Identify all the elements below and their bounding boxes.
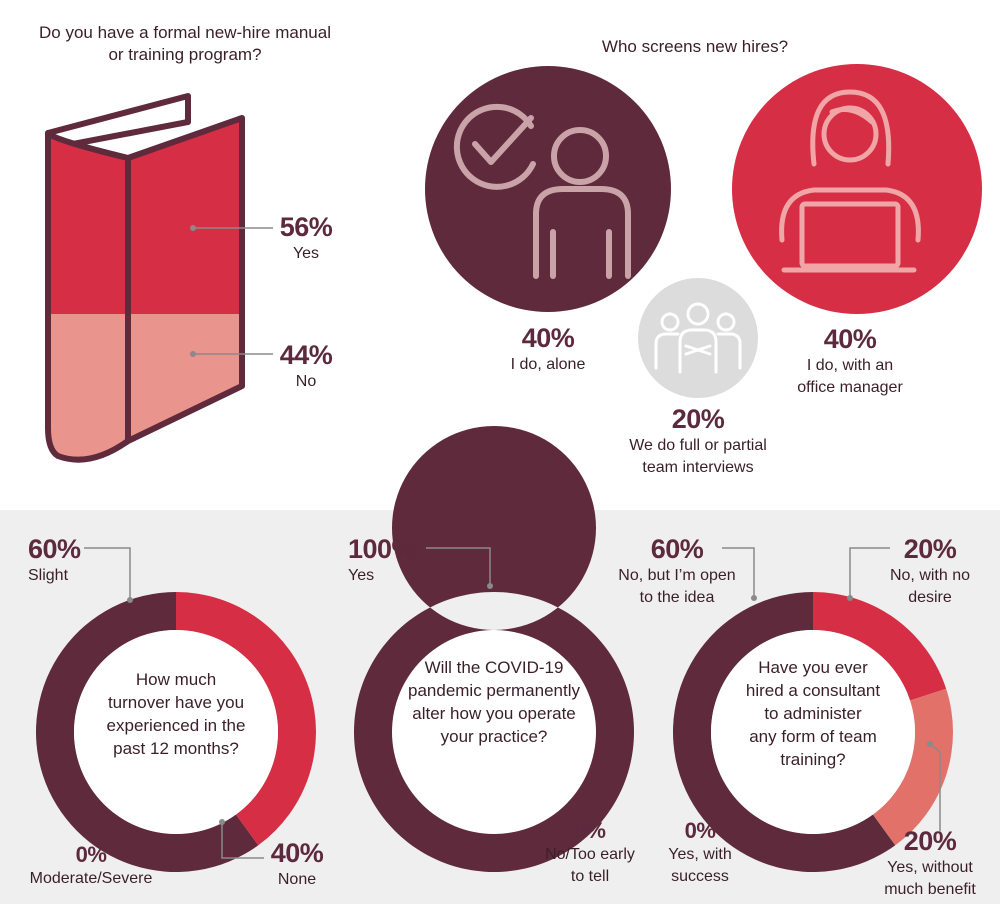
consultant-leaders <box>722 547 941 832</box>
consultant-nobenefit-label: 20% Yes, without much benefit <box>884 826 976 898</box>
donut-hole <box>392 630 596 834</box>
covid-question: Will the COVID-19 pandemic permanently a… <box>408 658 580 746</box>
manual-question: Do you have a formal new-hire manual or … <box>39 23 331 64</box>
screens-question: Who screens new hires? <box>601 37 789 56</box>
consultant-question: Have you ever hired a consultant to admi… <box>745 658 881 769</box>
book-spine-no <box>48 314 128 460</box>
book-spine-yes <box>48 133 128 314</box>
manager-circle <box>732 64 982 314</box>
woman-laptop-icon <box>779 89 921 273</box>
book-cover-yes <box>128 118 242 314</box>
consultant-nodesire-label: 20% No, with no desire <box>889 534 971 606</box>
donut-hole <box>74 630 278 834</box>
checkmark-person-icon <box>453 103 631 279</box>
consultant-donut <box>673 592 953 872</box>
turnover-donut <box>35 592 316 872</box>
book-illustration <box>45 93 273 463</box>
team-circle <box>638 278 758 398</box>
covid-yes-label: 100% Yes <box>348 534 416 584</box>
screens-manager: 40% I do, with an office manager <box>797 324 903 396</box>
turnover-none-label: 40% None <box>270 838 324 888</box>
consultant-success-label: 0% Yes, with success <box>668 818 732 885</box>
covid-leaders <box>426 547 493 589</box>
screens-alone: 40% I do, alone <box>510 323 586 373</box>
manual-no: 44% No <box>279 340 333 390</box>
manual-yes: 56% Yes <box>279 212 333 262</box>
turnover-leaders <box>84 547 264 859</box>
donut-slice-no-but-i-m-open-to-the-idea <box>673 592 896 872</box>
donut-slice-no-with-no-desire <box>813 592 947 701</box>
screens-team: 20% We do full or partial team interview… <box>629 404 767 476</box>
turnover-slight-label: 60% Slight <box>28 534 81 584</box>
donut-slice-yes-without-much-benefit <box>872 688 953 846</box>
alone-circle <box>425 66 671 312</box>
turnover-question: How much turnover have you experienced i… <box>106 670 246 758</box>
book-cover-no <box>128 314 242 441</box>
covid-no-label: 0% No/Too early to tell <box>545 818 635 885</box>
donut-slice-slight <box>35 592 259 872</box>
donut-hole <box>711 630 915 834</box>
covid-donut <box>353 426 634 872</box>
donut-slice-none <box>176 592 316 846</box>
consultant-open-label: 60% No, but I’m open to the idea <box>618 534 736 606</box>
team-icon <box>654 302 742 374</box>
turnover-moderate-label: 0% Moderate/Severe <box>29 842 153 887</box>
